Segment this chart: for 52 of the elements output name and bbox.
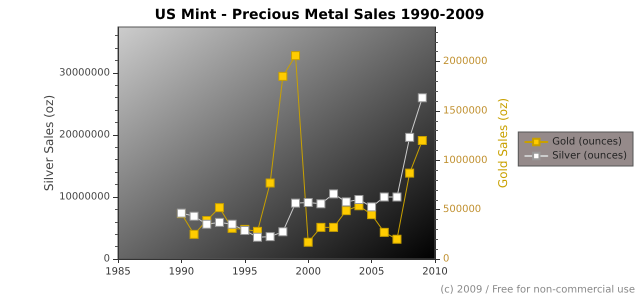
- y-tick-label: 20000000: [59, 129, 110, 140]
- y-axis-title: Silver Sales (oz): [42, 94, 56, 192]
- point: [304, 238, 313, 247]
- point: [190, 230, 199, 239]
- point: [342, 206, 351, 216]
- point: [304, 198, 313, 208]
- x-tick-label: 1985: [105, 266, 131, 278]
- y-tick-label: 10000000: [59, 191, 110, 202]
- chart-title: US Mint - Precious Metal Sales 1990-2009: [154, 7, 484, 23]
- point: [202, 220, 212, 229]
- point: [380, 228, 389, 237]
- y2-tick-label: 2000000: [443, 56, 488, 68]
- point: [278, 227, 288, 236]
- point: [278, 72, 288, 81]
- legend-label: Gold (ounces): [552, 136, 622, 148]
- point: [392, 192, 402, 202]
- text: (c) 2009 / Free for non-commercial use: [440, 284, 636, 296]
- point: [316, 199, 326, 208]
- point: [266, 232, 275, 242]
- point: [354, 194, 364, 204]
- point: [190, 212, 199, 221]
- point: [316, 222, 326, 232]
- point: [291, 198, 300, 208]
- y2-tick-label: 500000: [443, 204, 482, 216]
- point: [342, 197, 351, 206]
- point: [405, 132, 414, 142]
- y2-axis-title: Gold Sales (oz): [496, 98, 510, 188]
- point: [252, 232, 262, 242]
- y-tick-label: 30000000: [59, 67, 110, 78]
- point: [380, 192, 389, 202]
- point: [266, 178, 275, 188]
- point: [418, 136, 427, 146]
- x-tick-label: 2010: [422, 266, 448, 278]
- y2-tick-label: 1000000: [443, 154, 488, 166]
- point: [214, 203, 224, 212]
- point: [228, 220, 237, 229]
- point: [329, 189, 338, 198]
- point: [329, 222, 338, 232]
- x-tick-label: 1995: [232, 266, 258, 278]
- point: [291, 51, 300, 60]
- point: [367, 202, 376, 212]
- legend-label: Silver (ounces): [552, 150, 628, 162]
- y2-tick-label: 0: [443, 254, 450, 264]
- y-tick-label: 0: [104, 254, 110, 264]
- point: [418, 93, 427, 102]
- x-tick-label: 2005: [358, 266, 384, 278]
- y2-tick-label: 1500000: [443, 105, 488, 116]
- point: [214, 218, 224, 227]
- point: [405, 168, 414, 178]
- x-tick-label: 1990: [168, 266, 194, 278]
- point: [392, 234, 402, 244]
- x-tick-label: 2000: [295, 266, 321, 278]
